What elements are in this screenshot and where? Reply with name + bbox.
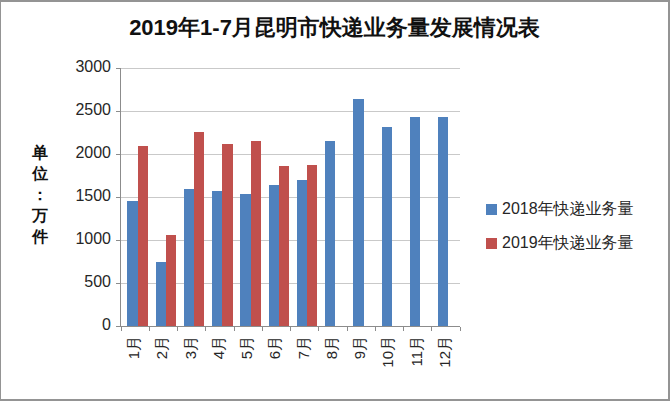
gridline: [121, 111, 460, 112]
x-tick-mark: [290, 327, 291, 331]
x-axis-tick-label: 11月: [409, 336, 425, 367]
legend-swatch: [486, 204, 497, 215]
x-axis-tick-label: 12月: [437, 336, 453, 368]
y-axis-title-char: 件: [29, 226, 51, 247]
y-axis-tick-label: 500: [51, 273, 111, 291]
bar-2019年快递业务量-2月: [166, 235, 176, 326]
bar-2019年快递业务量-6月: [279, 166, 289, 326]
chart-container: 2019年1-7月昆明市快递业务量发展情况表 单位：万件 0 500 1000 150…: [0, 0, 670, 401]
y-axis-title-char: 位: [29, 163, 51, 184]
bar-2018年快递业务量-2月: [156, 262, 166, 326]
x-tick-mark: [460, 327, 461, 331]
x-axis-tick-label: 6月: [267, 336, 283, 359]
legend: 2018年快递业务量 2019年快递业务量: [486, 192, 634, 260]
y-axis-title: 单位：万件: [29, 142, 51, 247]
bar-2018年快递业务量-8月: [325, 141, 335, 326]
x-tick-mark: [403, 327, 404, 331]
x-tick-mark: [347, 327, 348, 331]
y-axis-tick-label: 3000: [51, 58, 111, 76]
x-tick-mark: [121, 327, 122, 331]
y-axis-tick-label: 0: [51, 316, 111, 334]
bar-2018年快递业务量-10月: [382, 127, 392, 326]
bar-2019年快递业务量-7月: [307, 165, 317, 326]
plot-area: [120, 68, 460, 327]
legend-item: 2019年快递业务量: [486, 226, 634, 260]
y-axis-tick-label: 1500: [51, 187, 111, 205]
x-axis-tick-label: 1月: [126, 336, 142, 359]
y-axis-tick-label: 2000: [51, 144, 111, 162]
bar-2018年快递业务量-4月: [212, 191, 222, 326]
chart-title: 2019年1-7月昆明市快递业务量发展情况表: [1, 13, 668, 43]
bar-2018年快递业务量-12月: [438, 117, 448, 326]
x-axis-tick-label: 9月: [352, 336, 368, 359]
y-tick-mark: [116, 111, 120, 112]
y-tick-mark: [116, 197, 120, 198]
legend-item: 2018年快递业务量: [486, 192, 634, 226]
bar-2018年快递业务量-1月: [127, 201, 137, 326]
bar-2019年快递业务量-5月: [251, 141, 261, 326]
x-tick-mark: [431, 327, 432, 331]
bar-2018年快递业务量-3月: [184, 189, 194, 326]
bar-2018年快递业务量-5月: [240, 194, 250, 326]
bar-2019年快递业务量-3月: [194, 132, 204, 326]
y-axis-title-char: 单: [29, 142, 51, 163]
x-tick-mark: [262, 327, 263, 331]
x-tick-mark: [375, 327, 376, 331]
x-axis-tick-label: 8月: [324, 336, 340, 359]
x-tick-mark: [234, 327, 235, 331]
bar-2019年快递业务量-1月: [138, 146, 148, 326]
bar-2019年快递业务量-4月: [222, 144, 232, 326]
y-axis-tick-label: 2500: [51, 101, 111, 119]
gridline: [121, 68, 460, 69]
y-tick-mark: [116, 68, 120, 69]
bar-2018年快递业务量-7月: [297, 180, 307, 326]
x-axis-tick-label: 5月: [239, 336, 255, 359]
x-tick-mark: [205, 327, 206, 331]
y-tick-mark: [116, 154, 120, 155]
y-axis-title-char: ：: [29, 184, 51, 205]
x-axis-tick-label: 7月: [296, 336, 312, 359]
y-tick-mark: [116, 283, 120, 284]
bar-2018年快递业务量-9月: [353, 99, 363, 326]
y-tick-mark: [116, 326, 120, 327]
x-tick-mark: [149, 327, 150, 331]
x-tick-mark: [177, 327, 178, 331]
bar-2018年快递业务量-11月: [410, 117, 420, 326]
legend-label: 2018年快递业务量: [502, 199, 634, 220]
y-tick-mark: [116, 240, 120, 241]
y-axis-tick-label: 1000: [51, 230, 111, 248]
x-tick-mark: [318, 327, 319, 331]
x-axis-tick-label: 4月: [211, 336, 227, 359]
y-axis-title-char: 万: [29, 205, 51, 226]
bar-2018年快递业务量-6月: [269, 185, 279, 326]
x-axis-tick-label: 3月: [183, 336, 199, 359]
legend-swatch: [486, 238, 497, 249]
x-axis-tick-label: 2月: [154, 336, 170, 359]
legend-label: 2019年快递业务量: [502, 233, 634, 254]
x-axis-tick-label: 10月: [380, 336, 396, 368]
